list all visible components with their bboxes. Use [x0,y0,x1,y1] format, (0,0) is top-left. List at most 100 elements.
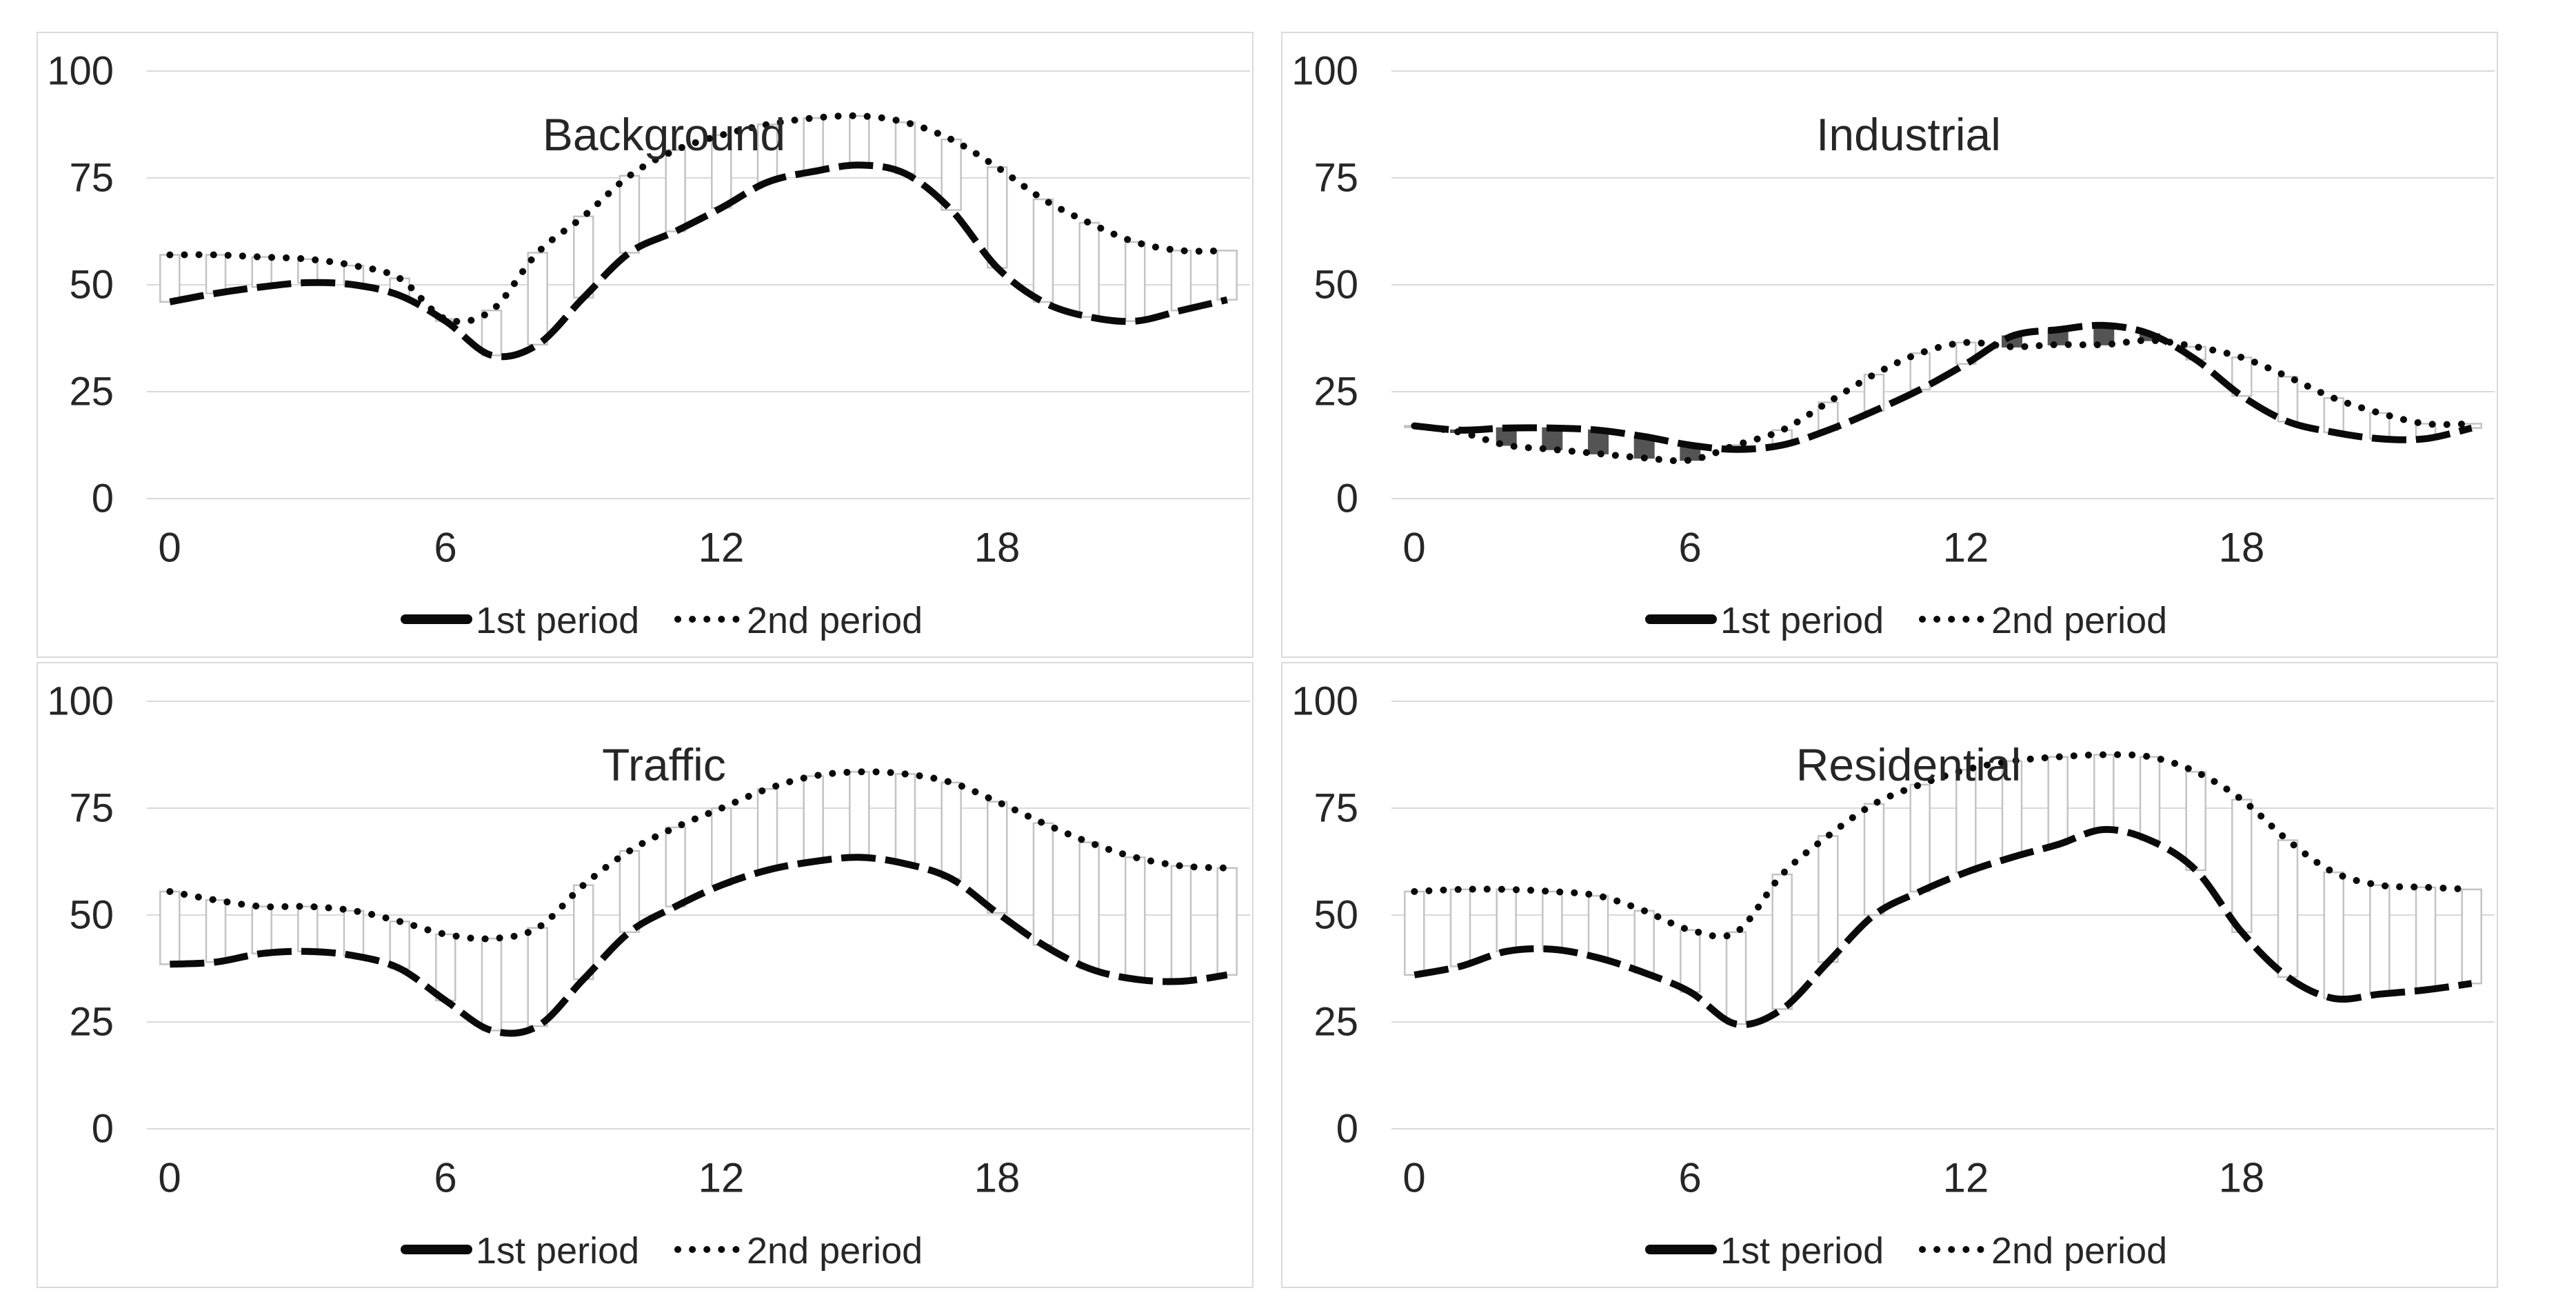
up-bar-hour-2 [1496,888,1517,952]
x-tick-0: 0 [1402,525,1425,571]
up-bar-hour-11 [1909,352,1931,391]
up-bar-hour-4 [343,910,365,957]
x-tick-0: 0 [158,1155,181,1201]
up-bar-hour-20 [1078,221,1100,318]
up-bar-hour-18 [987,801,1008,914]
up-bar-hour-11 [1909,783,1931,893]
up-bar-hour-13 [756,787,778,872]
series-2nd-period-line [166,768,1231,943]
chart-panel-industrial: Industrial 100 75 50 25 0 0 6 12 18 1st … [1281,32,2498,658]
chart-svg-traffic: Traffic 100 75 50 25 0 0 6 12 18 1st per… [37,662,1254,1288]
up-bar-hour-19 [2277,839,2299,978]
up-bar-hour-20 [2323,871,2344,1000]
chart-area-border [1281,32,2498,658]
series-1st-period-line [169,161,1228,361]
chart-panel-residential: Residential 100 75 50 25 0 0 6 12 18 1st… [1281,662,2498,1288]
chart-area-border [37,32,1254,658]
y-tick-50: 50 [69,893,114,938]
up-bar-hour-15 [849,771,870,859]
chart-area-border [37,662,1254,1288]
up-bar-hour-0 [159,254,181,303]
up-bar-hour-6 [1680,929,1701,993]
y-tick-75: 75 [1314,786,1358,831]
x-tick-12: 12 [698,1155,745,1201]
legend-label-2nd-period: 2nd period [1991,1230,2167,1272]
y-tick-25: 25 [1314,370,1358,414]
up-bar-hour-21 [2369,884,2391,995]
gridlines [1391,701,2495,1130]
chart-panel-traffic: Traffic 100 75 50 25 0 0 6 12 18 1st per… [37,662,1254,1288]
up-bar-hour-7 [1725,931,1747,1025]
series-1st-period-line [170,854,1228,1037]
up-bar-hour-2 [251,256,272,288]
up-bar-hour-22 [1170,250,1192,312]
up-bar-hour-16 [894,121,916,175]
y-tick-0: 0 [92,1107,114,1152]
y-tick-100: 100 [1291,679,1358,724]
chart-title: Traffic [602,739,726,790]
up-bar-hour-18 [2231,799,2253,934]
up-bar-hour-16 [894,773,916,865]
up-bar-hour-5 [1633,910,1655,974]
up-bar-hour-1 [205,899,227,963]
x-tick-12: 12 [698,525,745,571]
chart-svg-background: Background 100 75 50 25 0 0 6 12 18 1st … [37,32,1254,658]
up-bar-hour-1 [205,254,227,294]
up-bar-hour-0 [159,890,181,965]
chart-svg-industrial: Industrial 100 75 50 25 0 0 6 12 18 1st … [1281,32,2498,658]
up-bar-hour-7 [481,937,503,1032]
chart-panel-background: Background 100 75 50 25 0 0 6 12 18 1st … [37,32,1254,658]
up-bar-hour-22 [2415,886,2437,991]
up-bar-hour-1 [1449,888,1471,967]
up-bar-hour-3 [297,905,319,952]
up-bar-hour-19 [1032,198,1054,303]
x-axis-labels: 0 6 12 18 [158,525,1020,571]
up-bar-hour-13 [756,123,778,183]
up-bar-hour-17 [940,781,962,880]
up-bar-hour-11 [665,149,686,232]
up-bar-hour-3 [1542,890,1563,950]
x-tick-6: 6 [434,525,456,571]
up-bar-hour-2 [251,905,272,955]
up-bar-hour-21 [2369,412,2391,440]
up-bar-hour-20 [1078,841,1100,970]
x-axis-labels: 0 6 12 18 [1402,525,2264,571]
up-bar-hour-8 [1771,873,1793,1010]
x-tick-12: 12 [1943,1155,1989,1201]
y-tick-25: 25 [1314,1000,1358,1045]
y-tick-100: 100 [47,49,114,94]
x-axis-labels: 0 6 12 18 [1402,1155,2264,1201]
x-tick-0: 0 [158,525,181,571]
up-bar-hour-11 [665,826,686,907]
y-tick-25: 25 [69,370,114,414]
up-bar-hour-9 [573,215,594,299]
y-tick-50: 50 [69,263,114,308]
up-bar-hour-13 [2001,760,2023,859]
up-bar-hour-10 [618,174,641,254]
updown-bars [159,114,1238,357]
gridlines [147,701,1250,1130]
legend-label-2nd-period: 2nd period [747,1230,923,1272]
y-axis-labels: 100 75 50 25 0 [47,49,114,521]
y-axis-labels: 100 75 50 25 0 [1291,49,1358,521]
chart-title: Residential [1796,739,2022,790]
up-bar-hour-17 [2185,771,2206,872]
up-bar-hour-10 [618,850,641,934]
up-bar-hour-14 [803,117,824,172]
up-bar-hour-5 [389,921,410,970]
up-bar-hour-12 [711,134,732,209]
chart-svg-residential: Residential 100 75 50 25 0 0 6 12 18 1st… [1281,662,2498,1288]
up-bar-hour-6 [435,933,456,1002]
chart-title: Background [543,109,785,160]
up-bar-hour-23 [1216,250,1238,301]
chart-title: Industrial [1816,109,2001,160]
x-tick-12: 12 [1943,525,1989,571]
x-tick-6: 6 [434,1155,456,1201]
up-bar-hour-19 [1032,822,1054,946]
series-2nd-period-line [1411,751,2475,941]
x-tick-18: 18 [974,1155,1020,1201]
legend: 1st period 2nd period [1645,600,2167,641]
up-bar-hour-15 [2093,754,2115,831]
up-bar-hour-14 [803,775,824,863]
up-bar-hour-9 [573,884,594,981]
